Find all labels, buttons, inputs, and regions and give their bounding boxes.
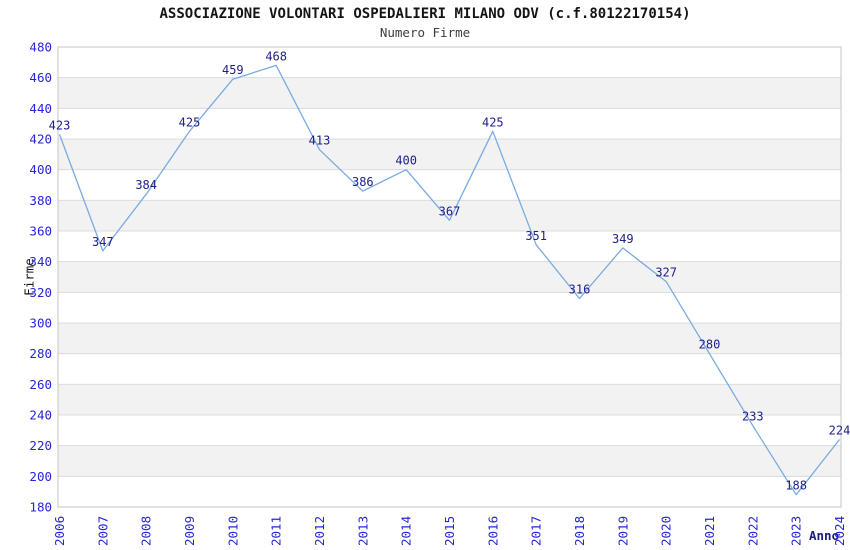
x-tick-label: 2021 — [702, 516, 717, 546]
data-label: 327 — [655, 266, 677, 280]
x-tick-label: 2011 — [269, 516, 284, 546]
y-tick-label: 400 — [29, 162, 52, 177]
x-tick-label: 2009 — [182, 516, 197, 546]
y-tick-label: 460 — [29, 70, 52, 85]
data-label: 423 — [49, 118, 71, 132]
plot-border — [57, 46, 842, 508]
plot-band — [58, 292, 841, 323]
plot-band — [58, 445, 841, 477]
y-tick-label: 260 — [29, 377, 52, 392]
data-label: 188 — [785, 479, 807, 493]
y-tick-label: 240 — [29, 408, 52, 423]
x-tick-label: 2023 — [789, 516, 804, 546]
data-label: 280 — [699, 338, 721, 352]
data-label: 316 — [569, 282, 591, 296]
plot-band — [58, 353, 841, 385]
series-line — [58, 64, 841, 496]
x-tick-label: 2015 — [442, 516, 457, 546]
x-tick-label: 2007 — [95, 516, 110, 546]
plot-band — [58, 47, 841, 78]
x-tick-label: 2017 — [529, 516, 544, 546]
chart-title: ASSOCIAZIONE VOLONTARI OSPEDALIERI MILAN… — [159, 6, 691, 22]
data-label: 384 — [135, 178, 157, 192]
x-tick-label: 2008 — [139, 516, 154, 546]
x-tick-label: 2022 — [745, 516, 760, 546]
plot-band — [58, 384, 841, 415]
y-tick-label: 360 — [29, 224, 52, 239]
plot-band — [58, 261, 841, 293]
data-label: 459 — [222, 63, 244, 77]
y-tick-label: 220 — [29, 438, 52, 453]
data-label: 347 — [92, 235, 114, 249]
data-label: 425 — [179, 115, 201, 129]
plot-band — [58, 415, 841, 446]
x-axis-title: Anno — [809, 528, 840, 543]
data-label: 413 — [309, 134, 331, 148]
y-tick-label: 420 — [29, 132, 52, 147]
chart-subtitle: Numero Firme — [379, 25, 471, 40]
plot-band — [58, 108, 841, 139]
y-tick-label: 280 — [29, 346, 52, 361]
x-tick-label: 2019 — [615, 516, 630, 546]
x-tick-label: 2024 — [832, 516, 847, 546]
data-label: 367 — [439, 204, 461, 218]
plot-band — [58, 476, 841, 507]
data-label: 468 — [265, 49, 287, 63]
x-tick-label: 2016 — [485, 516, 500, 546]
plot-band — [58, 77, 841, 109]
data-label: 386 — [352, 175, 374, 189]
plot-band — [58, 323, 841, 354]
x-tick-label: 2012 — [312, 516, 327, 546]
y-tick-label: 480 — [29, 40, 52, 55]
y-tick-label: 440 — [29, 101, 52, 116]
y-tick-label: 380 — [29, 193, 52, 208]
data-label: 400 — [395, 154, 417, 168]
plot-band — [58, 231, 841, 262]
plot-band — [58, 200, 841, 231]
x-tick-label: 2014 — [399, 516, 414, 546]
y-tick-label: 320 — [29, 285, 52, 300]
data-label: 224 — [829, 424, 850, 438]
plot-band — [58, 139, 841, 170]
x-tick-label: 2013 — [355, 516, 370, 546]
x-tick-label: 2020 — [659, 516, 674, 546]
data-label: 349 — [612, 232, 634, 246]
x-tick-label: 2010 — [225, 516, 240, 546]
data-label: 233 — [742, 410, 764, 424]
plot-band — [58, 169, 841, 201]
y-tick-label: 200 — [29, 469, 52, 484]
x-tick-label: 2006 — [52, 516, 67, 546]
y-tick-label: 180 — [29, 500, 52, 515]
y-tick-label: 340 — [29, 254, 52, 269]
data-label: 351 — [525, 229, 547, 243]
data-label: 425 — [482, 115, 504, 129]
y-tick-label: 300 — [29, 316, 52, 331]
x-tick-label: 2018 — [572, 516, 587, 546]
